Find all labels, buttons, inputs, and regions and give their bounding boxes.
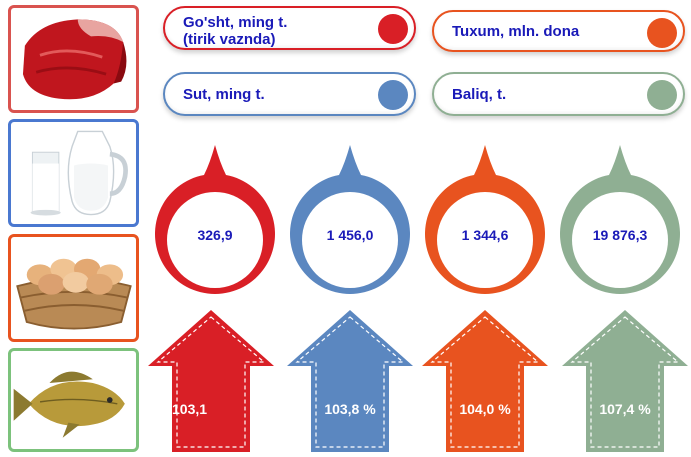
meat-volume-value: 326,9 bbox=[197, 227, 233, 243]
milk-growth-arrow: 103,8 % bbox=[285, 310, 415, 452]
legend-eggs-label: Tuxum, mln. dona bbox=[452, 23, 580, 40]
legend-fish: Baliq, t. bbox=[432, 72, 685, 116]
fish-growth-arrow: 107,4 % bbox=[560, 310, 690, 452]
eggs-tile bbox=[8, 234, 139, 342]
meat-volume-ring: 326,9 bbox=[150, 145, 280, 310]
eggs-icon bbox=[16, 258, 132, 330]
legend-meat-label: Go'sht, ming t. (tirik vaznda) bbox=[183, 14, 288, 48]
eggs-volume-value: 1 344,6 bbox=[461, 227, 509, 243]
fish-growth-value: 107,4 % bbox=[599, 401, 651, 417]
legend-milk-dot bbox=[378, 80, 408, 110]
milk-icon bbox=[30, 130, 128, 216]
milk-tile bbox=[8, 119, 139, 227]
meat-growth-value: 103,1 bbox=[172, 401, 208, 417]
legend-fish-label: Baliq, t. bbox=[452, 86, 507, 103]
legend-meat-dot bbox=[378, 14, 408, 44]
meat-growth-arrow: 103,1 bbox=[146, 310, 276, 452]
meat-icon bbox=[22, 19, 127, 100]
eggs-growth-value: 104,0 % bbox=[459, 401, 511, 417]
fish-tile bbox=[8, 348, 139, 452]
fish-icon bbox=[13, 371, 125, 438]
milk-volume-ring: 1 456,0 bbox=[285, 145, 415, 310]
fish-volume-value: 19 876,3 bbox=[592, 227, 648, 243]
legend-eggs-dot bbox=[647, 18, 677, 48]
legend-fish-dot bbox=[647, 80, 677, 110]
milk-growth-value: 103,8 % bbox=[324, 401, 376, 417]
meat-tile bbox=[8, 5, 139, 113]
legend-meat: Go'sht, ming t. (tirik vaznda) bbox=[163, 6, 416, 50]
milk-volume-value: 1 456,0 bbox=[326, 227, 374, 243]
legend-milk: Sut, ming t. bbox=[163, 72, 416, 116]
eggs-volume-ring: 1 344,6 bbox=[420, 145, 550, 310]
legend-eggs: Tuxum, mln. dona bbox=[432, 10, 685, 52]
legend-milk-label: Sut, ming t. bbox=[183, 86, 265, 103]
fish-volume-ring: 19 876,3 bbox=[555, 145, 685, 310]
eggs-growth-arrow: 104,0 % bbox=[420, 310, 550, 452]
